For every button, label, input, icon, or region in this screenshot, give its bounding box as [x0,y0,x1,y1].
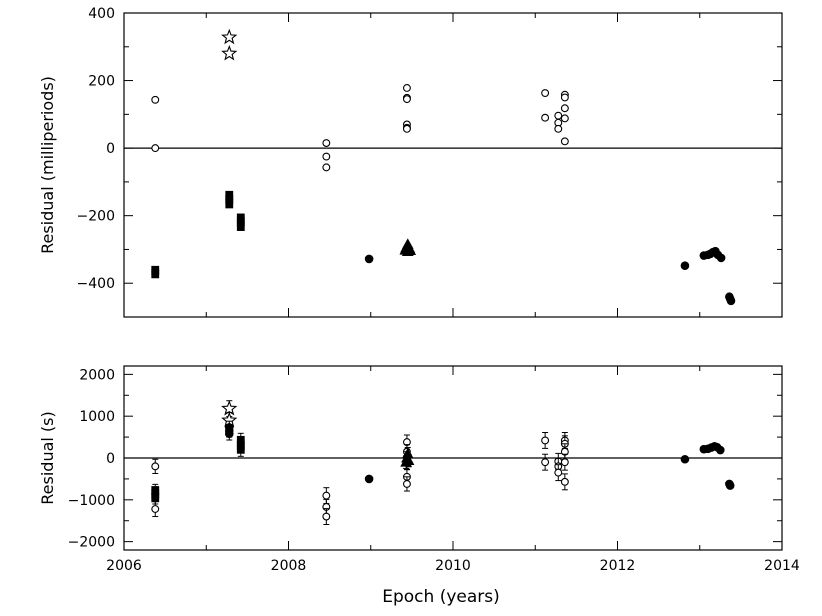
x-tick-label: 2012 [600,558,636,574]
y-tick-label: 0 [106,451,115,467]
series-filled-square [151,190,245,279]
open-circle-point [322,491,331,500]
filled-square-point [151,269,160,279]
open-circle-point [560,477,569,486]
open-circle-point [322,139,331,147]
y-tick-label: 200 [88,74,115,90]
open-circle-point [554,111,563,120]
filled-triangle-point [400,456,412,467]
filled-square-point [236,444,245,454]
open-circle-point [322,512,331,521]
x-tick-label: 2006 [106,558,142,574]
open-star-point [221,400,238,416]
open-circle-point [560,104,569,113]
filled-circle-point [726,296,736,306]
x-axis-label: Epoch (years) [382,587,500,607]
filled-square-point [225,199,234,209]
filled-circle-point [725,481,735,490]
y-axis-label: Residual (s) [38,411,57,504]
open-star-point [221,28,238,45]
y-axis-label: Residual (milliperiods) [38,76,57,254]
open-circle-point [322,163,331,172]
open-circle-point [560,137,569,146]
filled-triangle-point [401,245,414,256]
open-circle-point [541,113,550,122]
open-star-point [221,44,238,61]
panel-1: −400 −200 0 200 400 Residual (milliperiods) [38,6,783,318]
open-circle-point [554,468,563,477]
series-filled-square [151,432,245,505]
y-tick-label: 1000 [79,409,115,425]
open-circle-point [151,462,160,471]
series-filled-triangle [400,447,415,469]
open-circle-point [541,436,550,445]
open-circle-point [322,152,331,161]
filled-circle-point [716,253,726,263]
open-circle-point [402,124,411,133]
series-open-circle [151,84,569,172]
open-circle-point [402,479,411,488]
open-circle-point [151,95,160,104]
panel-2: −2000 −1000 0 1000 2000 2006 2008 2010 2012 2014 R… [38,365,800,607]
y-tick-label: −200 [77,209,115,225]
x-tick-label: 2008 [271,558,307,574]
open-circle-point [554,124,563,133]
series-open-star [221,28,238,61]
x-tick-label: 2010 [435,558,471,574]
open-circle-point [560,458,569,467]
y-tick-label: −1000 [68,493,115,509]
filled-circle-point [224,429,234,439]
open-circle-point [560,93,569,102]
y-tick-label: −2000 [68,535,115,551]
y-tick-label: −400 [77,276,115,292]
open-circle-point [541,458,550,467]
filled-square-point [236,221,245,231]
y-tick-label: 2000 [79,367,115,383]
filled-circle-point [364,254,374,264]
series-filled-circle [364,246,736,306]
filled-circle-point [364,474,374,484]
filled-circle-point [716,445,725,455]
open-circle-point [151,144,160,153]
series-filled-triangle [399,238,417,256]
open-circle-point [402,95,411,104]
x-tick-label: 2014 [764,558,800,574]
filled-circle-point [680,261,690,270]
open-circle-point [402,84,411,92]
filled-square-point [151,493,160,503]
filled-circle-point [680,454,690,464]
series-filled-circle [224,420,735,490]
y-tick-label: 400 [88,6,115,22]
y-tick-label: 0 [106,141,115,157]
open-circle-point [151,505,160,513]
open-circle-point [541,89,550,98]
series-open-circle [151,431,569,525]
plot-frame [123,12,783,318]
open-circle-point [560,114,569,123]
series-open-star [221,400,238,429]
